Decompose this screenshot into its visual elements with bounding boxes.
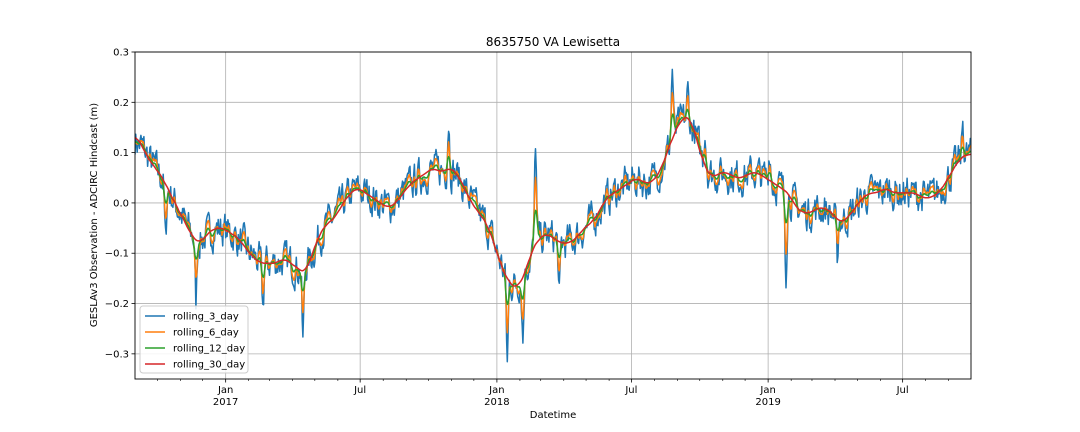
plot-frame xyxy=(134,51,972,380)
y-tick-label: −0.3 xyxy=(105,349,129,360)
x-tick-label: Jan xyxy=(759,385,775,396)
x-tick-year-label: 2017 xyxy=(213,397,238,408)
legend-box xyxy=(139,305,249,374)
legend-label: rolling_12_day xyxy=(173,344,245,355)
x-tick-label: Jul xyxy=(896,385,909,396)
x-tick-year-label: 2019 xyxy=(755,397,780,408)
y-tick-label: 0.1 xyxy=(113,148,129,159)
y-tick-label: 0.3 xyxy=(113,48,129,59)
y-tick-label: 0.0 xyxy=(113,198,129,209)
x-axis-title: Datetime xyxy=(530,410,577,421)
legend-label: rolling_6_day xyxy=(173,328,239,339)
y-tick-label: −0.2 xyxy=(105,299,129,310)
x-tick-label: Jul xyxy=(353,385,366,396)
y-axis-title: GESLAv3 Observation - ADCIRC Hindcast (m… xyxy=(89,103,100,327)
legend: rolling_3_day rolling_6_day rolling_12_day… xyxy=(139,305,249,374)
x-tick-year-label: 2018 xyxy=(484,397,509,408)
x-tick-label: Jan xyxy=(488,385,504,396)
chart-title: 8635750 VA Lewisetta xyxy=(486,35,620,49)
series-line-rolling-30-day xyxy=(135,116,971,287)
legend-label: rolling_3_day xyxy=(173,312,239,323)
y-axis: −0.3 −0.2 −0.1 0.0 0.1 0.2 0.3 xyxy=(105,48,135,360)
x-tick-label: Jul xyxy=(624,385,637,396)
legend-label: rolling_30_day xyxy=(173,360,245,371)
y-tick-label: −0.1 xyxy=(105,249,129,260)
x-tick-label: Jan xyxy=(217,385,233,396)
series-lines xyxy=(135,68,971,363)
y-tick-label: 0.2 xyxy=(113,98,129,109)
